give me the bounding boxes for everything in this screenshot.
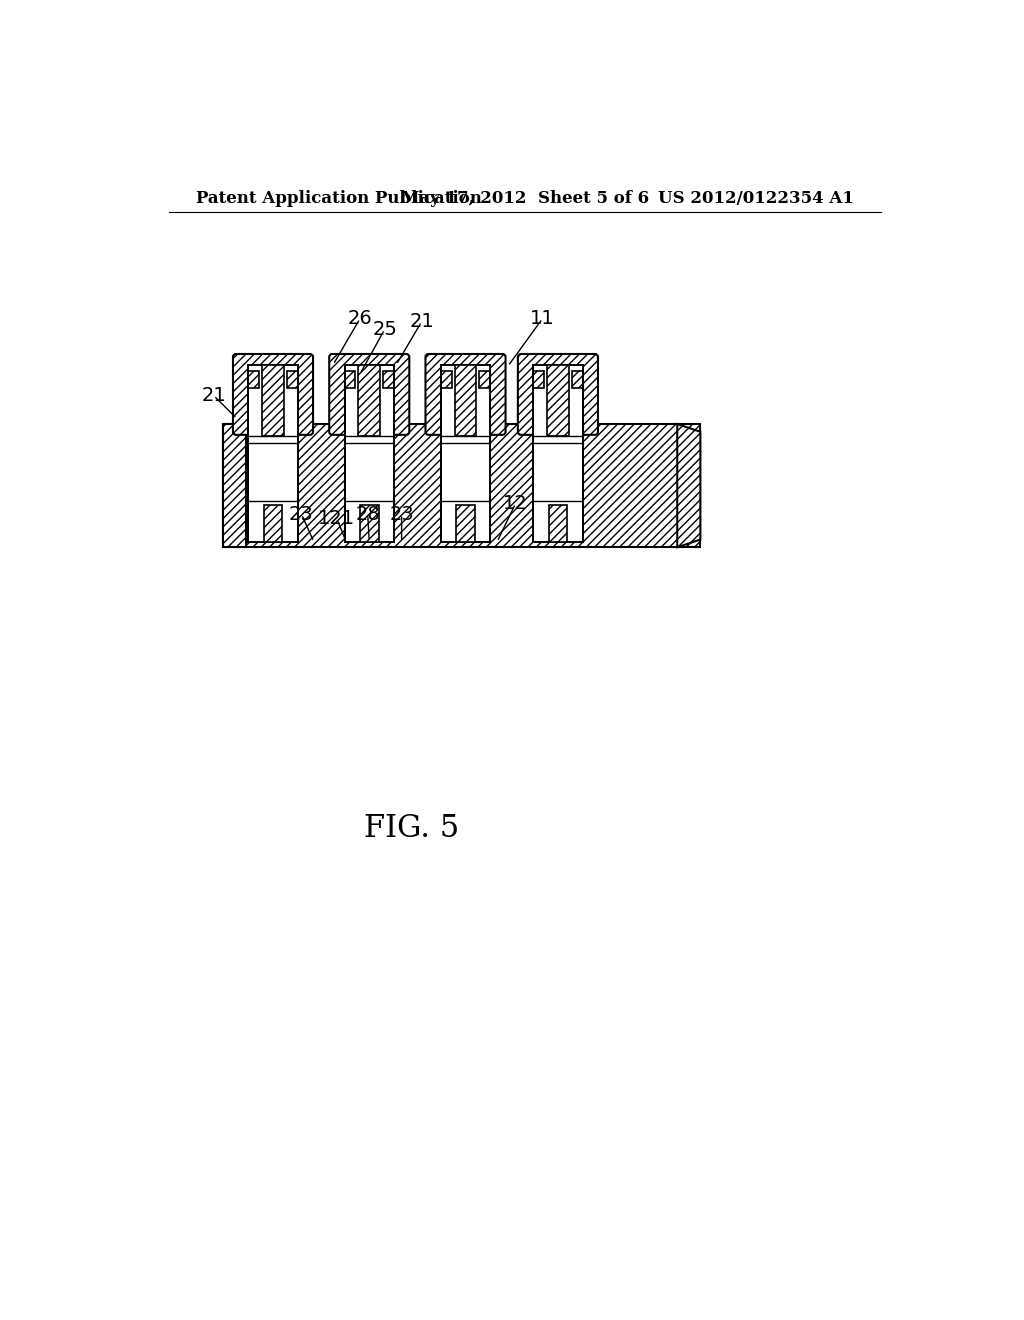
- FancyBboxPatch shape: [233, 354, 313, 434]
- Bar: [360, 506, 379, 543]
- Bar: [534, 371, 544, 388]
- Bar: [345, 371, 355, 388]
- Bar: [455, 364, 476, 436]
- Bar: [223, 424, 700, 548]
- Text: 26: 26: [347, 309, 373, 329]
- Text: 21: 21: [202, 385, 226, 405]
- Text: FIG. 5: FIG. 5: [364, 813, 459, 843]
- Bar: [441, 371, 452, 388]
- Bar: [549, 506, 567, 543]
- Bar: [479, 371, 490, 388]
- FancyBboxPatch shape: [518, 354, 598, 434]
- Bar: [249, 364, 298, 543]
- Bar: [457, 506, 475, 543]
- Text: 121: 121: [318, 510, 355, 528]
- Text: 23: 23: [389, 504, 414, 524]
- Text: 25: 25: [372, 319, 397, 339]
- Bar: [383, 371, 394, 388]
- Bar: [287, 371, 298, 388]
- Bar: [345, 364, 394, 543]
- Bar: [262, 364, 284, 436]
- Text: Patent Application Publication: Patent Application Publication: [196, 190, 482, 207]
- Bar: [547, 364, 568, 436]
- Polygon shape: [677, 424, 700, 548]
- Bar: [358, 364, 380, 436]
- Bar: [441, 364, 490, 543]
- Text: US 2012/0122354 A1: US 2012/0122354 A1: [658, 190, 854, 207]
- FancyBboxPatch shape: [330, 354, 410, 434]
- Text: 21: 21: [410, 312, 434, 331]
- FancyBboxPatch shape: [425, 354, 506, 434]
- Text: 12: 12: [503, 494, 528, 513]
- Text: 23: 23: [289, 504, 314, 524]
- Polygon shape: [223, 424, 246, 548]
- Bar: [264, 506, 283, 543]
- Text: 28: 28: [355, 504, 380, 524]
- Bar: [534, 364, 583, 543]
- Text: 11: 11: [530, 309, 555, 329]
- Bar: [249, 371, 259, 388]
- Text: May 17, 2012  Sheet 5 of 6: May 17, 2012 Sheet 5 of 6: [400, 190, 649, 207]
- Bar: [571, 371, 583, 388]
